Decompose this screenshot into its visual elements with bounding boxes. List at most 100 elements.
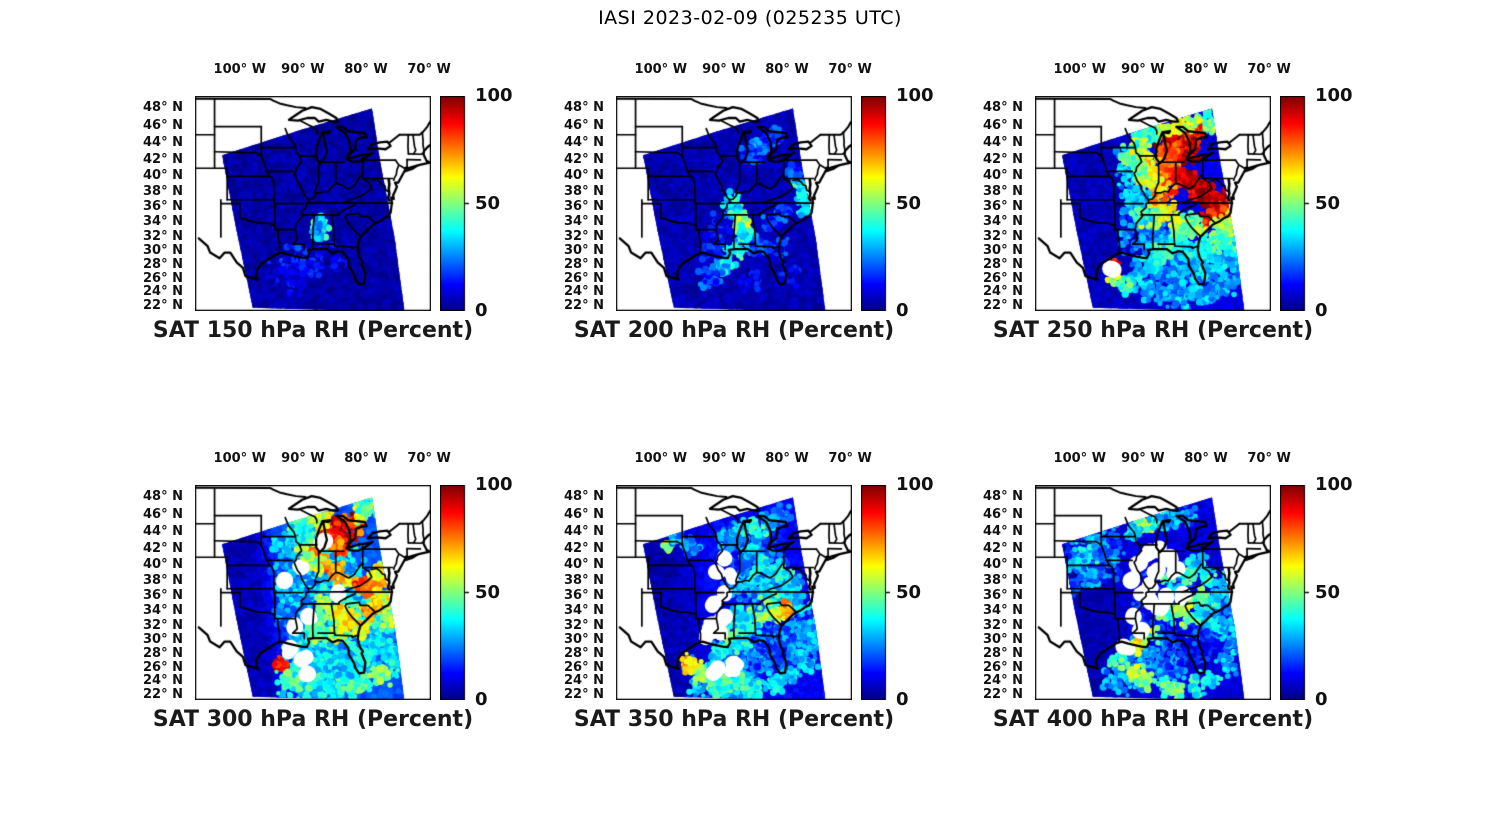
lat-tick-label: 32° N: [983, 228, 1023, 244]
lat-tick-label: 46° N: [983, 506, 1023, 522]
colorbar-tick-label: 0: [1315, 300, 1328, 321]
lat-tick-label: 30° N: [143, 243, 183, 259]
lat-tick-label: 44° N: [564, 135, 604, 151]
lon-tick-label: 100° W: [213, 451, 267, 466]
lon-tick-label: 70° W: [1247, 451, 1291, 466]
lon-tick-label: 80° W: [765, 62, 809, 77]
lon-axis-ticks: 100° W 90° W 80° W 70° W: [616, 451, 872, 471]
lat-tick-label: 46° N: [564, 117, 604, 133]
lat-tick-label: 28° N: [143, 257, 183, 273]
lat-tick-label: 26° N: [983, 659, 1023, 675]
figure-title: IASI 2023-02-09 (025235 UTC): [598, 7, 902, 29]
lat-tick-label: 42° N: [983, 152, 1023, 168]
lat-tick-label: 28° N: [983, 646, 1023, 662]
lat-tick-label: 42° N: [564, 541, 604, 557]
lat-tick-label: 42° N: [983, 541, 1023, 557]
lat-tick-label: 48° N: [564, 489, 604, 505]
lon-tick-label: 80° W: [765, 451, 809, 466]
lon-tick-label: 70° W: [407, 62, 451, 77]
panel-sat-400hpa-rh: 100° W 90° W 80° W 70° W 48° N 46° N 44° N 42°…: [975, 449, 1375, 749]
lat-tick-label: 32° N: [143, 228, 183, 244]
lat-tick-label: 46° N: [564, 506, 604, 522]
lat-tick-label: 32° N: [564, 228, 604, 244]
lat-tick-label: 22° N: [564, 297, 604, 313]
colorbar-labels: 100 50 0: [1315, 474, 1373, 710]
colorbar-tick-label: 50: [475, 192, 501, 214]
panel-title-350hpa: SAT 350 hPa RH (Percent): [573, 707, 895, 732]
lat-tick-label: 22° N: [143, 686, 183, 702]
lon-tick-label: 90° W: [281, 451, 325, 466]
lon-tick-label: 90° W: [702, 62, 746, 77]
colorbar-250hpa: [1280, 96, 1311, 311]
panel-sat-350hpa-rh: 100° W 90° W 80° W 70° W 48° N 46° N 44° N 42°…: [556, 449, 956, 749]
lat-tick-label: 26° N: [983, 270, 1023, 286]
lat-tick-label: 40° N: [564, 557, 604, 573]
lon-tick-label: 80° W: [344, 451, 388, 466]
lon-tick-label: 100° W: [1053, 62, 1107, 77]
lat-tick-label: 32° N: [564, 617, 604, 633]
lat-tick-label: 46° N: [143, 117, 183, 133]
lat-tick-label: 34° N: [564, 214, 604, 230]
map-canvas-400hpa: [1035, 485, 1271, 700]
lon-tick-label: 100° W: [634, 451, 688, 466]
colorbar-labels: 100 50 0: [475, 85, 533, 321]
panel-title-400hpa: SAT 400 hPa RH (Percent): [992, 707, 1314, 732]
lat-tick-label: 26° N: [564, 270, 604, 286]
colorbar-labels: 100 50 0: [1315, 85, 1373, 321]
colorbar-tick-label: 50: [896, 581, 922, 603]
lat-tick-label: 24° N: [983, 673, 1023, 689]
lat-tick-label: 26° N: [564, 659, 604, 675]
colorbar-labels: 100 50 0: [475, 474, 533, 710]
lon-axis-ticks: 100° W 90° W 80° W 70° W: [1035, 62, 1291, 82]
lat-tick-label: 28° N: [564, 646, 604, 662]
lon-tick-label: 100° W: [634, 62, 688, 77]
colorbar-labels: 100 50 0: [896, 474, 954, 710]
lat-tick-label: 38° N: [564, 184, 604, 200]
lat-tick-label: 30° N: [143, 632, 183, 648]
lon-axis-ticks: 100° W 90° W 80° W 70° W: [1035, 451, 1291, 471]
lat-tick-label: 26° N: [143, 659, 183, 675]
colorbar-tick-label: 100: [896, 85, 934, 106]
panel-sat-200hpa-rh: 100° W 90° W 80° W 70° W 48° N 46° N 44° N 42°…: [556, 60, 956, 360]
colorbar-tick-label: 100: [1315, 85, 1353, 106]
lat-tick-label: 32° N: [143, 617, 183, 633]
lat-tick-label: 24° N: [983, 284, 1023, 300]
colorbar-tick-label: 100: [475, 474, 513, 495]
lat-tick-label: 40° N: [983, 168, 1023, 184]
lon-tick-label: 90° W: [1121, 62, 1165, 77]
lat-tick-label: 38° N: [143, 573, 183, 589]
lon-tick-label: 90° W: [702, 451, 746, 466]
lat-tick-label: 22° N: [143, 297, 183, 313]
lat-tick-label: 46° N: [983, 117, 1023, 133]
colorbar-tick-label: 50: [1315, 581, 1341, 603]
lat-tick-label: 34° N: [983, 603, 1023, 619]
lat-tick-label: 40° N: [143, 168, 183, 184]
lat-tick-label: 34° N: [983, 214, 1023, 230]
colorbar-300hpa: [440, 485, 471, 700]
lat-tick-label: 34° N: [564, 603, 604, 619]
colorbar-labels: 100 50 0: [896, 85, 954, 321]
lat-tick-label: 28° N: [564, 257, 604, 273]
lat-tick-label: 42° N: [143, 541, 183, 557]
lat-tick-label: 30° N: [564, 632, 604, 648]
lat-tick-label: 34° N: [143, 603, 183, 619]
lat-tick-label: 38° N: [983, 184, 1023, 200]
lon-tick-label: 70° W: [1247, 62, 1291, 77]
lon-tick-label: 90° W: [281, 62, 325, 77]
lat-tick-label: 36° N: [143, 588, 183, 604]
lat-tick-label: 24° N: [564, 673, 604, 689]
lat-tick-label: 36° N: [143, 199, 183, 215]
colorbar-200hpa: [861, 96, 892, 311]
lat-tick-label: 24° N: [143, 673, 183, 689]
lat-axis-ticks: 48° N 46° N 44° N 42° N 40° N 38° N 36° N 34° N…: [556, 485, 610, 702]
panel-sat-300hpa-rh: 100° W 90° W 80° W 70° W 48° N 46° N 44° N 42°…: [135, 449, 535, 749]
lat-tick-label: 36° N: [564, 199, 604, 215]
panel-sat-150hpa-rh: 100° W 90° W 80° W 70° W 48° N 46° N 44° N 42°…: [135, 60, 535, 360]
lon-tick-label: 80° W: [1184, 451, 1228, 466]
lat-tick-label: 22° N: [564, 686, 604, 702]
lon-tick-label: 100° W: [1053, 451, 1107, 466]
colorbar-tick-label: 100: [1315, 474, 1353, 495]
lat-axis-ticks: 48° N 46° N 44° N 42° N 40° N 38° N 36° N 34° N…: [135, 485, 189, 702]
lat-tick-label: 44° N: [143, 135, 183, 151]
map-canvas-200hpa: [616, 96, 852, 311]
